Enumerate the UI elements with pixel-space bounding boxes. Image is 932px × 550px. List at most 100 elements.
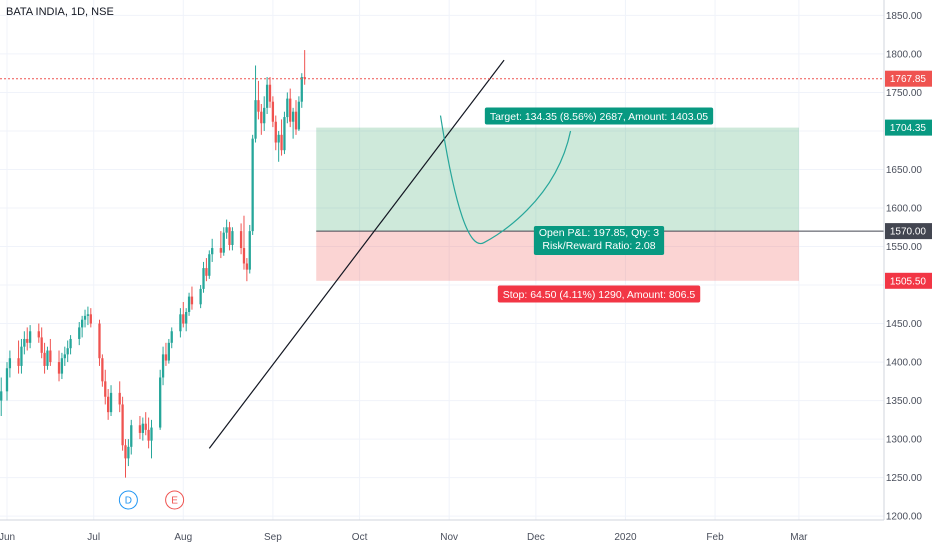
candle-body <box>78 327 81 339</box>
candle-body <box>265 84 269 108</box>
y-tick-label: 1750.00 <box>886 88 923 99</box>
x-tick-label: Sep <box>264 532 282 543</box>
candle-body <box>268 84 272 102</box>
position-tool[interactable] <box>316 127 884 281</box>
candle-body <box>211 248 214 255</box>
candle-body <box>49 350 52 363</box>
candle-body <box>297 101 301 130</box>
y-tick-label: 1850.00 <box>886 11 923 22</box>
candle-body <box>89 314 92 324</box>
y-tick-label: 1600.00 <box>886 204 923 215</box>
candle-body <box>205 268 208 276</box>
target-price-tag <box>885 119 932 136</box>
candle-body <box>260 111 263 124</box>
candle-body <box>104 381 107 397</box>
candle-body <box>147 429 150 441</box>
x-tick-label: Mar <box>790 532 808 543</box>
candle-body <box>291 111 295 122</box>
candle-body <box>271 101 275 122</box>
candle-body <box>150 427 153 441</box>
candle-body <box>248 231 251 270</box>
candle-body <box>40 337 43 353</box>
candle-body <box>231 231 234 245</box>
last-price-tag <box>885 70 932 87</box>
candle-body <box>179 314 182 332</box>
candle-body <box>251 138 254 232</box>
candle-body <box>138 425 142 433</box>
candle-body <box>222 232 225 253</box>
pnl-label: Open P&L: 197.85, Qty: 3 <box>539 227 659 239</box>
candle-body <box>239 231 243 249</box>
candle-body <box>121 404 124 446</box>
x-tick-label: Oct <box>352 532 368 543</box>
candle-body <box>69 338 72 349</box>
x-tick-label: Jul <box>87 532 100 543</box>
y-tick-label: 1200.00 <box>886 512 923 523</box>
candle-body <box>254 100 257 139</box>
candle-body <box>190 296 194 305</box>
candle-body <box>26 338 29 343</box>
candle-body <box>86 314 90 316</box>
y-tick-label: 1250.00 <box>886 473 923 484</box>
stop-price-tag-label: 1505.50 <box>890 276 927 287</box>
candle-body <box>43 352 46 366</box>
target-label-box <box>484 107 714 125</box>
pnl-label-box <box>533 226 665 255</box>
candle-body <box>118 392 121 405</box>
candle-body <box>199 288 202 305</box>
projection-curve[interactable] <box>439 115 572 245</box>
trend-line[interactable] <box>208 59 505 449</box>
candle-body <box>245 263 249 270</box>
candle-body <box>127 446 130 459</box>
profit-zone[interactable] <box>316 127 799 232</box>
candle-body <box>208 254 211 276</box>
candle-body <box>161 354 165 378</box>
y-tick-label: 1300.00 <box>886 435 923 446</box>
candle-body <box>60 358 64 374</box>
candle-body <box>242 248 246 264</box>
candle-body <box>286 98 289 118</box>
candle-body <box>28 331 32 343</box>
candle-body <box>124 445 127 459</box>
candle-body <box>20 346 23 366</box>
y-tick-label: 1650.00 <box>886 165 923 176</box>
profit-zone-fill <box>316 127 799 232</box>
y-tick-label: 1350.00 <box>886 396 923 407</box>
candle-body <box>101 358 104 382</box>
candle-body <box>0 391 3 401</box>
event-marker-letter: D <box>125 496 132 507</box>
event-marker-letter: E <box>171 496 178 507</box>
y-tick-label: 1400.00 <box>886 358 923 369</box>
candle-body <box>225 227 228 233</box>
grid <box>0 0 884 520</box>
x-tick-label: 2020 <box>614 532 637 543</box>
candle-body <box>5 368 9 392</box>
time-scale[interactable]: Jun Jul Aug Sep Oct Nov Dec 2020 Feb Mar <box>0 532 808 543</box>
stop-label: Stop: 64.50 (4.11%) 1290, Amount: 806.5 <box>503 289 696 301</box>
target-price-tag-label: 1704.35 <box>890 123 927 134</box>
y-tick-label: 1550.00 <box>886 242 923 253</box>
candle-body <box>107 396 110 413</box>
price-tags: 1767.85 1704.35 1570.00 1505.50 <box>885 70 932 289</box>
candle-body <box>63 354 66 359</box>
event-marker-d[interactable] <box>118 490 138 510</box>
candle-body <box>46 350 49 366</box>
candle-body <box>257 100 260 112</box>
x-tick-label: Jun <box>0 532 15 543</box>
candle-body <box>80 319 84 328</box>
position-labels: Target: 134.35 (8.56%) 2687, Amount: 140… <box>484 107 714 303</box>
candle-body <box>280 134 283 151</box>
candle-body <box>66 348 69 355</box>
candle-body <box>130 425 133 447</box>
event-marker-e[interactable] <box>165 490 185 510</box>
last-price-tag-label: 1767.85 <box>890 74 927 85</box>
candle-body <box>141 423 144 433</box>
candle-body <box>263 107 266 124</box>
candle-body <box>23 338 26 347</box>
candle-body <box>144 423 147 430</box>
stop-label-box <box>497 285 701 303</box>
candle-body <box>182 314 185 324</box>
